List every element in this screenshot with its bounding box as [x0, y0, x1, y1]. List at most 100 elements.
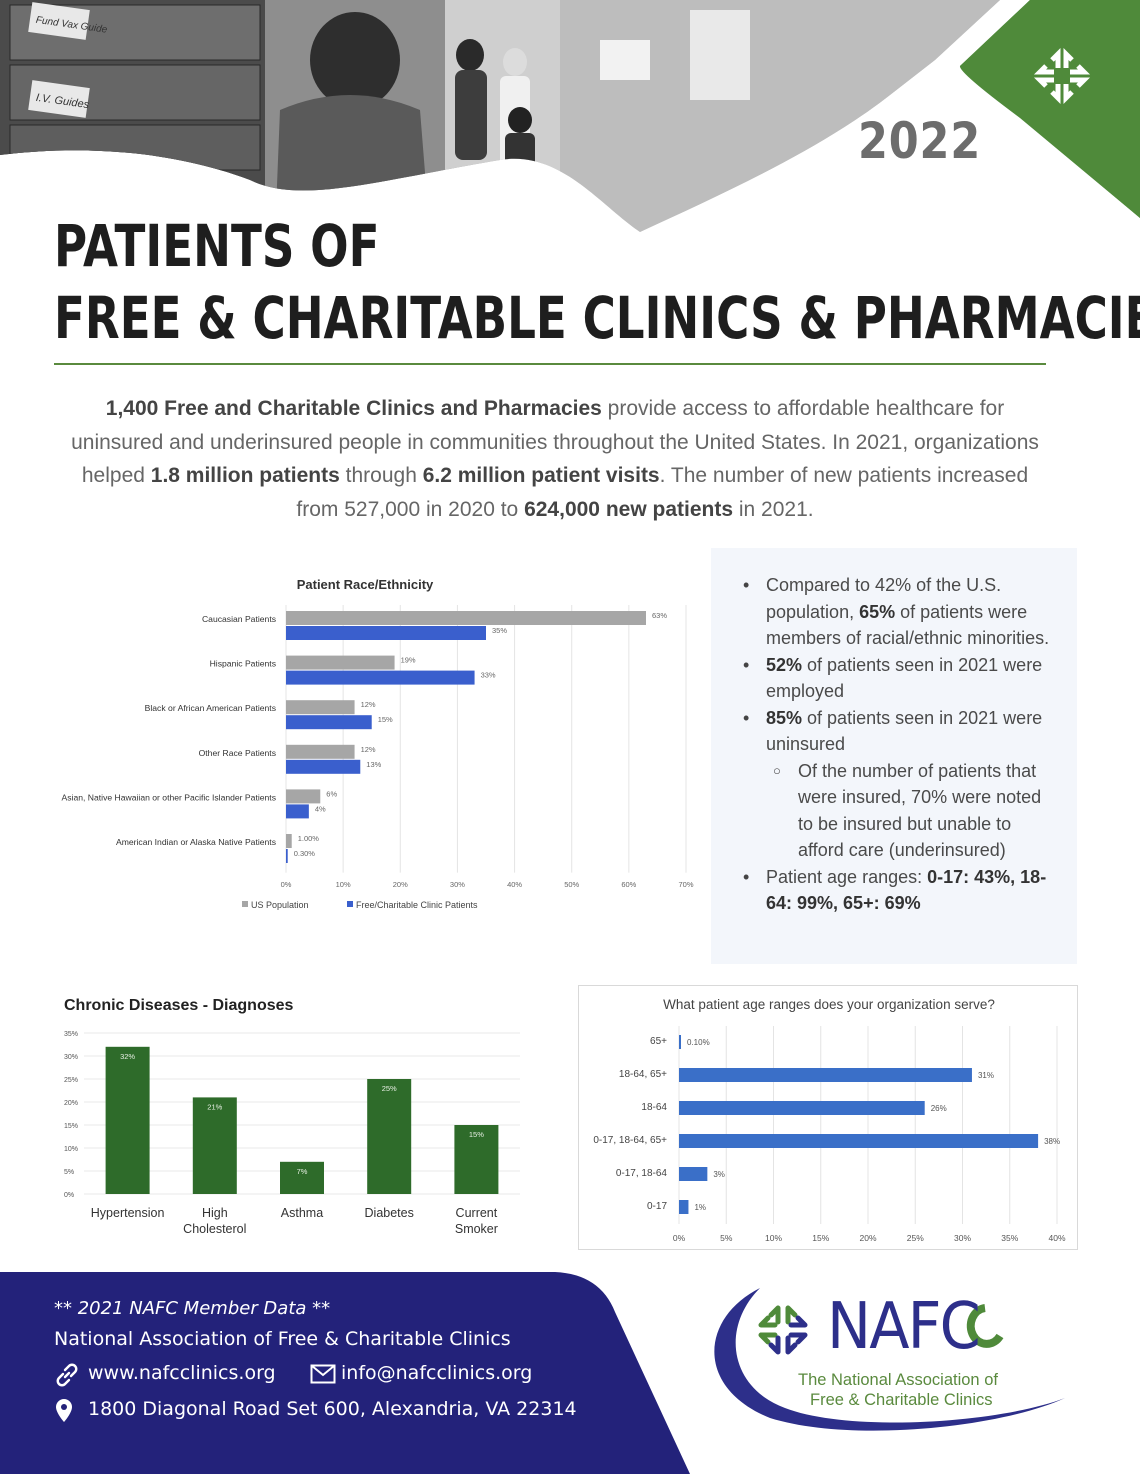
data-label: 35% [492, 626, 507, 635]
x-tick-label: 60% [621, 880, 636, 889]
data-label: 32% [120, 1052, 135, 1061]
bar [286, 804, 309, 819]
category-label: Black or African American Patients [145, 703, 276, 713]
nafc-logo [714, 1288, 1065, 1431]
bullet-text: Compared to 42% of the U.S. population, [766, 575, 1002, 622]
page-title-line-2: FREE & CHARITABLE CLINICS & PHARMACIES [54, 284, 1140, 352]
footer-data-note: ** 2021 NAFC Member Data ** [54, 1298, 331, 1319]
website-link[interactable]: www.nafcclinics.org [88, 1362, 276, 1384]
bullet-item: Compared to 42% of the U.S. population, … [743, 572, 1059, 652]
y-tick-label: 0% [64, 1192, 74, 1199]
bullet-text: of patients seen in 2021 were uninsured [766, 707, 1043, 755]
x-tick-label: 10% [765, 1233, 782, 1243]
x-tick-label: 10% [336, 880, 351, 889]
x-tick-label: 30% [450, 880, 465, 889]
location-pin-icon [56, 1399, 72, 1422]
category-label: 18-64 [641, 1102, 667, 1113]
age-ranges-chart: What patient age ranges does your organi… [593, 997, 1066, 1243]
data-label: 15% [469, 1130, 484, 1139]
data-label: 12% [361, 700, 376, 709]
footer-address: 1800 Diagonal Road Set 600, Alexandria, … [88, 1398, 577, 1420]
page-title-line-1: PATIENTS OF [54, 212, 380, 280]
bullet-highlight: 52% [766, 654, 803, 675]
bullet-highlight: 85% [766, 707, 803, 728]
data-label: 3% [713, 1170, 725, 1179]
intro-text-1: provide access to affordable healthcare … [71, 397, 1039, 487]
bullet-highlight: 0-17: 43%, 18-64: 99%, 65+: 69% [766, 866, 1047, 914]
category-label: 65+ [650, 1036, 667, 1047]
data-label: 38% [1044, 1137, 1060, 1146]
x-tick-label: 40% [1048, 1233, 1065, 1243]
bullet-text: Patient age ranges: [766, 866, 928, 887]
category-label: Cholesterol [183, 1222, 246, 1236]
logo-wordmark: NAFC [827, 1290, 981, 1364]
x-tick-label: 15% [812, 1233, 829, 1243]
category-label: 0-17, 18-64, 65+ [593, 1135, 667, 1146]
bar [286, 715, 372, 730]
y-tick-label: 15% [64, 1123, 78, 1130]
intro-text-2: through [339, 464, 423, 487]
bullet-highlight: 65% [859, 601, 896, 622]
bar [454, 1125, 499, 1194]
y-tick-label: 30% [64, 1054, 78, 1061]
data-label: 7% [297, 1167, 308, 1176]
category-label: Smoker [455, 1222, 498, 1236]
footer-org-name: National Association of Free & Charitabl… [54, 1328, 511, 1350]
legend-swatch [242, 901, 248, 907]
logo-subtitle-line-2: Free & Charitable Clinics [810, 1391, 993, 1409]
report-year: 2022 [858, 112, 982, 170]
category-label: Hypertension [91, 1206, 165, 1220]
bar [286, 759, 361, 774]
data-label: 1% [694, 1203, 706, 1212]
bar [286, 849, 288, 863]
category-label: Hispanic Patients [210, 659, 276, 669]
bar [367, 1079, 412, 1194]
category-label: American Indian or Alaska Native Patient… [116, 837, 276, 847]
nafc-emblem-color-icon [758, 1305, 808, 1355]
header-photo-banner: Fund Vax Guide I.V. Guides [0, 0, 1140, 232]
envelope-icon [310, 1364, 336, 1384]
intro-bold-2: 1.8 million patients [150, 464, 340, 487]
data-label: 63% [652, 611, 667, 620]
x-tick-label: 30% [954, 1233, 971, 1243]
chart-title: Patient Race/Ethnicity [297, 577, 434, 592]
email-link[interactable]: info@nafcclinics.org [341, 1362, 533, 1384]
data-label: 19% [401, 656, 416, 665]
nafc-emblem-icon [1033, 47, 1091, 105]
bullet-text: Of the number of patients that were insu… [798, 760, 1042, 861]
link-icon [56, 1363, 78, 1387]
data-label: 0.30% [294, 849, 316, 858]
bar [192, 1097, 237, 1194]
chart-title: What patient age ranges does your organi… [663, 997, 995, 1012]
category-label: Other Race Patients [199, 748, 276, 758]
data-label: 25% [382, 1084, 397, 1093]
bullet-item: 85% of patients seen in 2021 were uninsu… [743, 705, 1059, 758]
data-label: 1.00% [298, 834, 320, 843]
bar [679, 1101, 925, 1115]
bullet-item: Patient age ranges: 0-17: 43%, 18-64: 99… [743, 864, 1059, 917]
category-label: Diabetes [365, 1206, 414, 1220]
category-label: Current [456, 1206, 498, 1220]
data-label: 12% [361, 745, 376, 754]
x-tick-label: 35% [1001, 1233, 1018, 1243]
data-label: 15% [378, 715, 393, 724]
data-label: 0.10% [687, 1038, 710, 1047]
intro-bold-1: 1,400 Free and Charitable Clinics and Ph… [105, 397, 602, 420]
y-tick-label: 10% [64, 1146, 78, 1153]
x-tick-label: 25% [907, 1233, 924, 1243]
bar [286, 834, 292, 848]
bullet-item: 52% of patients seen in 2021 were employ… [743, 652, 1059, 705]
age-ranges-chart-frame: What patient age ranges does your organi… [578, 985, 1078, 1250]
intro-bold-4: 624,000 new patients [524, 497, 734, 521]
intro-bold-3: 6.2 million patient visits [422, 464, 660, 487]
intro-text-3: . The number of new patients increased f… [296, 464, 1029, 521]
category-label: Asian, Native Hawaiian or other Pacific … [62, 792, 276, 802]
x-tick-label: 50% [564, 880, 579, 889]
legend-label: Free/Charitable Clinic Patients [356, 900, 478, 910]
data-label: 26% [931, 1104, 947, 1113]
race-ethnicity-chart: Patient Race/Ethnicity 0% 10% 20% 30% 40% 50% 6… [62, 577, 694, 910]
clinic-hallway-photo: Fund Vax Guide I.V. Guides [0, 0, 1000, 232]
bar [286, 700, 355, 715]
intro-paragraph: 1,400 Free and Charitable Clinics and Ph… [70, 392, 1040, 526]
key-facts-panel: Compared to 42% of the U.S. population, … [711, 548, 1077, 964]
